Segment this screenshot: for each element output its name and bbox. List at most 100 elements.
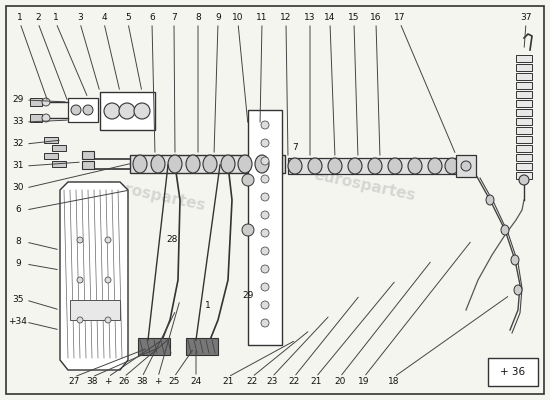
Text: 6: 6 — [15, 206, 21, 214]
Text: 21: 21 — [310, 378, 322, 386]
Text: 29: 29 — [12, 96, 24, 104]
Text: 33: 33 — [12, 118, 24, 126]
Text: 9: 9 — [15, 260, 21, 268]
Ellipse shape — [428, 158, 442, 174]
Text: 25: 25 — [168, 378, 180, 386]
Bar — [516, 163, 532, 170]
Bar — [516, 82, 532, 89]
Text: 3: 3 — [77, 14, 83, 22]
Polygon shape — [186, 338, 218, 355]
Text: 22: 22 — [246, 378, 257, 386]
Text: 10: 10 — [232, 14, 244, 22]
Text: 14: 14 — [324, 14, 336, 22]
Circle shape — [261, 193, 269, 201]
Bar — [68, 98, 98, 122]
Text: 12: 12 — [280, 14, 292, 22]
Ellipse shape — [445, 158, 459, 174]
Text: 38: 38 — [136, 378, 148, 386]
Text: 7: 7 — [171, 14, 177, 22]
Text: 5: 5 — [125, 14, 131, 22]
Bar — [516, 55, 532, 62]
Bar — [30, 114, 42, 122]
Text: 32: 32 — [12, 140, 24, 148]
Circle shape — [83, 105, 93, 115]
Ellipse shape — [308, 158, 322, 174]
Bar — [516, 145, 532, 152]
Text: 24: 24 — [190, 378, 202, 386]
Circle shape — [105, 237, 111, 243]
Bar — [248, 110, 282, 345]
Bar — [516, 100, 532, 107]
Text: 13: 13 — [304, 14, 316, 22]
Text: 7: 7 — [292, 144, 298, 152]
Circle shape — [104, 103, 120, 119]
Ellipse shape — [486, 195, 494, 205]
Bar — [70, 300, 120, 320]
Bar — [52, 145, 66, 151]
Text: 29: 29 — [243, 290, 254, 300]
Bar — [130, 155, 285, 173]
Circle shape — [105, 317, 111, 323]
Text: + 36: + 36 — [500, 367, 526, 377]
Bar — [52, 161, 66, 167]
Ellipse shape — [501, 225, 509, 235]
Ellipse shape — [368, 158, 382, 174]
Text: 30: 30 — [12, 184, 24, 192]
Ellipse shape — [408, 158, 422, 174]
Circle shape — [461, 161, 471, 171]
Ellipse shape — [133, 155, 147, 173]
Text: 1: 1 — [17, 14, 23, 22]
Bar — [44, 137, 58, 143]
Circle shape — [261, 247, 269, 255]
Text: eurospartes: eurospartes — [103, 177, 207, 213]
Circle shape — [134, 103, 150, 119]
Bar — [100, 92, 155, 130]
Bar — [288, 158, 458, 174]
Circle shape — [261, 211, 269, 219]
Ellipse shape — [238, 155, 252, 173]
Text: 8: 8 — [195, 14, 201, 22]
Text: 28: 28 — [166, 236, 178, 244]
Bar — [516, 91, 532, 98]
Text: 37: 37 — [520, 14, 532, 22]
Circle shape — [119, 103, 135, 119]
Text: 38: 38 — [86, 378, 98, 386]
Text: 1: 1 — [53, 14, 59, 22]
Bar — [516, 73, 532, 80]
Bar — [30, 98, 42, 106]
Text: 11: 11 — [256, 14, 268, 22]
Circle shape — [242, 224, 254, 236]
Text: 19: 19 — [358, 378, 370, 386]
Circle shape — [261, 121, 269, 129]
Ellipse shape — [186, 155, 200, 173]
Circle shape — [519, 175, 529, 185]
Text: +: + — [104, 378, 112, 386]
Text: 26: 26 — [118, 378, 130, 386]
Ellipse shape — [348, 158, 362, 174]
Bar — [516, 154, 532, 161]
Circle shape — [77, 237, 83, 243]
Bar — [456, 155, 476, 177]
Text: 21: 21 — [222, 378, 234, 386]
Text: +: + — [154, 378, 162, 386]
Bar — [82, 151, 94, 159]
Bar — [516, 109, 532, 116]
Circle shape — [261, 157, 269, 165]
Bar — [516, 172, 532, 179]
Ellipse shape — [328, 158, 342, 174]
Text: eurospartes: eurospartes — [313, 167, 417, 203]
Text: 9: 9 — [215, 14, 221, 22]
Bar — [488, 358, 538, 386]
Bar — [516, 118, 532, 125]
Ellipse shape — [221, 155, 235, 173]
Bar — [82, 161, 94, 169]
Ellipse shape — [288, 158, 302, 174]
Circle shape — [261, 175, 269, 183]
Circle shape — [77, 317, 83, 323]
Text: 8: 8 — [15, 238, 21, 246]
Polygon shape — [138, 338, 170, 355]
Circle shape — [261, 319, 269, 327]
Text: 2: 2 — [35, 14, 41, 22]
Text: 35: 35 — [12, 296, 24, 304]
Ellipse shape — [514, 285, 522, 295]
